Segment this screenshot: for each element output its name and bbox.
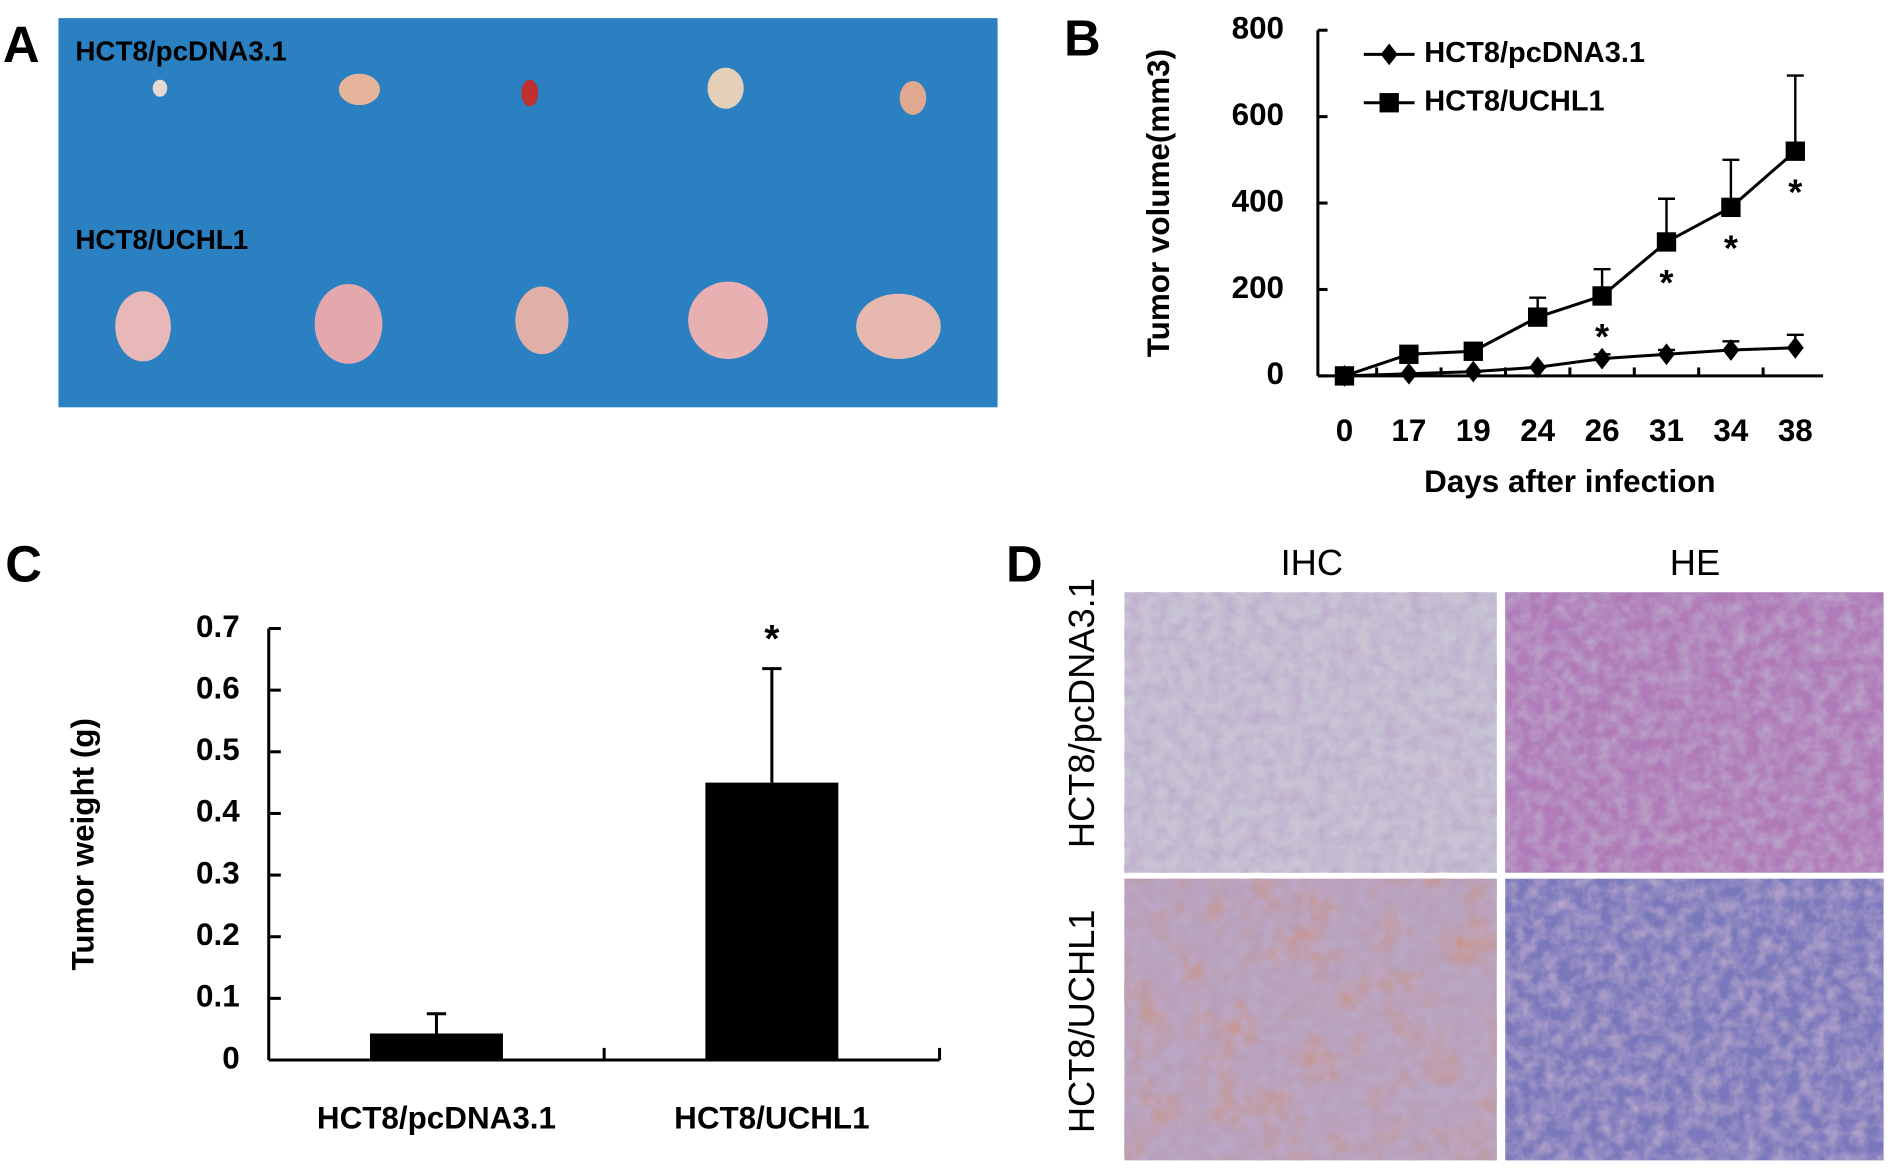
y-tick-label: 0.5 <box>196 732 240 767</box>
significance-mark: * <box>764 618 779 661</box>
series-line <box>1344 346 1796 378</box>
y-tick-label: 0.7 <box>196 609 240 644</box>
marker <box>1656 232 1677 252</box>
y-tick-label: 0.1 <box>196 979 240 1014</box>
x-tick-label: 38 <box>1778 413 1813 448</box>
micrographs <box>1124 592 1884 1161</box>
panel-letter: D <box>1006 535 1043 592</box>
y-tick-label: 400 <box>1232 183 1284 218</box>
marker <box>1785 141 1805 161</box>
y-axis-label: Tumor volume(mm3) <box>1141 49 1176 357</box>
x-tick-label: 31 <box>1649 413 1684 448</box>
x-tick-label: HCT8/pcDNA3.1 <box>317 1101 556 1136</box>
significance-mark: * <box>1788 171 1803 212</box>
marker <box>1380 43 1398 66</box>
y-tick-label: 0 <box>1267 356 1284 391</box>
marker <box>1400 362 1418 385</box>
column-label: HE <box>1670 542 1720 583</box>
marker <box>1463 341 1483 361</box>
series-line <box>1343 150 1797 378</box>
marker <box>1529 356 1547 379</box>
x-tick-label: 0 <box>1336 413 1353 448</box>
panel-letter: C <box>5 535 42 592</box>
panel-letter: B <box>1064 10 1101 67</box>
x-axis-label: Days after infection <box>1424 464 1715 499</box>
error-bar <box>426 1012 447 1034</box>
y-axis-label: Tumor weight (g) <box>65 718 100 970</box>
x-tick-label: 17 <box>1391 413 1426 448</box>
x-tick-label: HCT8/UCHL1 <box>674 1101 869 1136</box>
significance-mark: * <box>1659 262 1674 303</box>
x-tick-label: 19 <box>1456 413 1491 448</box>
y-tick-label: 0.2 <box>196 917 240 952</box>
row-label: HCT8/UCHL1 <box>1061 910 1102 1134</box>
bar <box>369 1033 503 1061</box>
significance-mark: * <box>1595 316 1610 357</box>
legend-label: HCT8/pcDNA3.1 <box>1424 37 1645 69</box>
y-tick-label: 600 <box>1232 97 1284 132</box>
panel-letter: A <box>3 16 40 73</box>
x-tick-label: 34 <box>1713 413 1748 448</box>
significance-mark: * <box>1724 227 1739 268</box>
photo-label: HCT8/UCHL1 <box>75 224 248 255</box>
y-tick-label: 0 <box>222 1040 239 1075</box>
marker <box>1658 343 1675 366</box>
y-tick-label: 0.6 <box>196 670 240 705</box>
marker <box>1379 93 1399 113</box>
marker <box>1593 347 1611 370</box>
marker <box>1786 336 1804 359</box>
bar <box>705 782 839 1061</box>
marker <box>1399 344 1419 364</box>
marker <box>1528 307 1548 327</box>
y-tick-label: 0.3 <box>196 855 240 890</box>
marker <box>1721 197 1741 218</box>
column-label: IHC <box>1281 542 1343 583</box>
row-label: HCT8/pcDNA3.1 <box>1061 578 1102 848</box>
marker <box>1592 286 1612 306</box>
error-bar <box>1786 74 1804 152</box>
photo-label: HCT8/pcDNA3.1 <box>75 36 287 67</box>
tumor-photo <box>58 18 998 408</box>
error-bar <box>762 667 782 783</box>
marker <box>1334 366 1355 386</box>
legend-label: HCT8/UCHL1 <box>1424 85 1604 117</box>
marker <box>1464 360 1482 383</box>
y-tick-label: 200 <box>1232 270 1284 305</box>
x-tick-label: 26 <box>1585 413 1620 448</box>
y-tick-label: 800 <box>1232 11 1284 46</box>
x-tick-label: 24 <box>1520 413 1555 448</box>
y-tick-label: 0.4 <box>196 794 240 829</box>
